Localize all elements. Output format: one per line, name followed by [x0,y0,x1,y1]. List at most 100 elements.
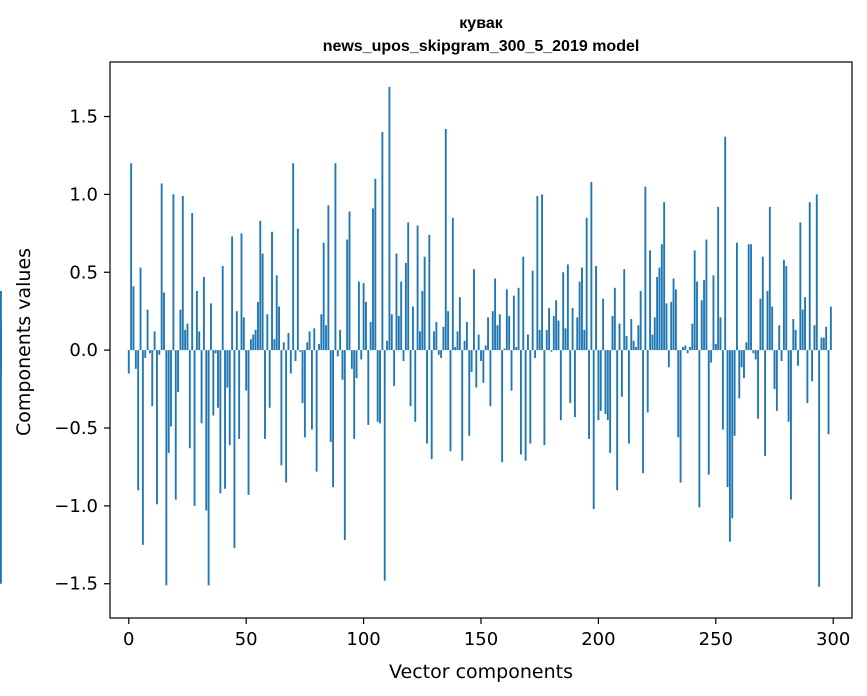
bar-11 [153,331,156,351]
bar-67 [285,350,288,483]
bar-262 [743,350,745,379]
bar-258 [733,350,736,436]
bar-12 [156,350,158,505]
bar-83 [322,242,325,351]
bar-228 [663,202,666,351]
bar-267 [754,350,757,360]
y-tick-label-2: −0.5 [54,418,98,439]
bar-200 [597,350,600,421]
bar-198 [592,350,595,509]
bar-34 [207,350,210,586]
bar-269 [759,298,762,351]
bar-43 [228,350,231,446]
bar-246 [705,239,708,351]
bar-57 [261,253,264,351]
bar-38 [217,350,219,408]
bar-25 [186,323,189,351]
bar-32 [202,276,205,351]
bar-165 [515,347,518,351]
bar-164 [512,295,515,351]
bar-169 [524,350,527,461]
bar-244 [700,300,703,351]
x-tick-label-300: 300 [816,629,850,650]
bar-76 [306,342,309,351]
bar-217 [637,325,640,351]
bar-236 [681,347,684,351]
bar-86 [329,350,332,443]
bar-30 [198,331,201,351]
bar-81 [318,343,320,351]
bar-290 [808,202,811,351]
bar-47 [238,350,241,439]
bar-90 [339,329,342,351]
bar-237 [684,345,687,351]
bar-133 [440,350,443,358]
bar-160 [503,348,506,351]
bar-18 [170,350,172,427]
bar-78 [310,350,313,430]
bar-266 [752,350,755,354]
bar-42 [226,350,229,388]
bar-188 [569,350,572,404]
bar-54 [254,329,257,351]
bar-71 [294,350,297,362]
bar-120 [409,350,412,407]
bar-110 [386,340,389,351]
bar-248 [710,350,713,363]
bar-264 [747,244,750,351]
bar-79 [313,328,316,351]
bar-285 [797,350,799,366]
bar-202 [602,298,605,351]
bar-177 [543,350,546,446]
bar-73 [299,350,302,352]
bar-291 [811,350,814,382]
bar-240 [691,323,694,351]
bar-undefined [0,334,2,351]
bar-282 [790,350,792,500]
bar-241 [693,250,696,351]
bar-40 [221,266,224,351]
bar-298 [827,350,830,435]
bar-138 [451,217,454,351]
bar-154 [489,350,492,407]
bar-195 [585,217,588,351]
bar-263 [745,342,748,351]
bar-97 [355,350,358,379]
bar-251 [717,206,720,351]
bar-210 [620,350,623,397]
bar-16 [165,350,168,586]
bar-13 [158,350,161,355]
bar-64 [278,306,281,351]
bar-222 [649,250,652,351]
bar-98 [357,281,360,351]
bar-77 [308,331,311,351]
x-tick-label-0: 0 [123,629,134,650]
bar-51 [247,350,250,495]
bar-49 [242,317,245,351]
bar-227 [660,244,663,351]
bar-190 [573,350,576,418]
bar-257 [731,350,734,519]
bar-109 [383,350,386,581]
bar-4 [137,350,140,491]
bar-220 [644,186,647,351]
bar-234 [677,350,680,438]
bar-82 [320,314,323,351]
bar-199 [595,266,597,351]
bar-242 [696,281,698,351]
bar-118 [404,262,407,351]
bar-218 [639,290,642,351]
bar-161 [505,289,508,351]
bar-53 [252,334,255,351]
bar-280 [785,266,788,351]
bar-271 [764,350,767,457]
bar-216 [635,347,637,351]
bar-8 [146,309,149,351]
bar-115 [397,315,400,351]
bar-239 [689,347,691,351]
bar-194 [583,329,586,351]
bar-96 [353,350,356,439]
bar-293 [815,194,818,351]
bar-132 [437,350,440,355]
bar-103 [369,322,372,351]
